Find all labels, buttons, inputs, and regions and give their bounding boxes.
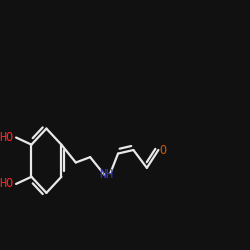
Text: O: O [160,144,167,156]
Text: NH: NH [100,168,114,181]
Text: HO: HO [0,178,14,190]
Text: HO: HO [0,131,14,144]
